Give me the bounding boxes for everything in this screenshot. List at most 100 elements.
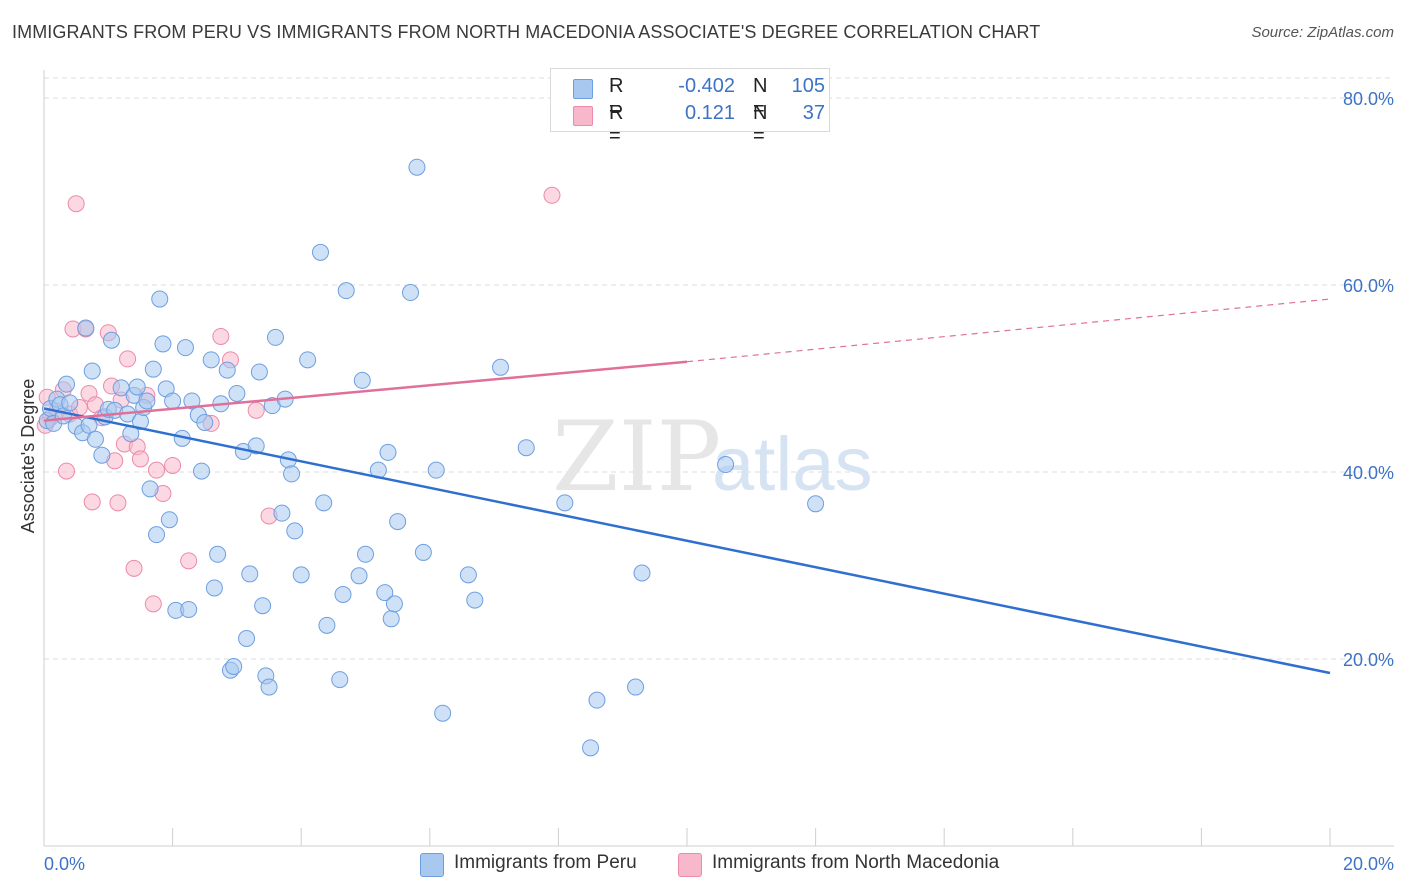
n-label: N = bbox=[753, 75, 768, 120]
peru-point bbox=[382, 610, 400, 628]
peru-point bbox=[247, 437, 265, 455]
macedonia-points bbox=[36, 186, 561, 613]
macedonia-point bbox=[180, 552, 198, 570]
peru-point bbox=[334, 586, 352, 604]
peru-point bbox=[299, 351, 317, 369]
peru-point bbox=[86, 430, 104, 448]
macedonia-point bbox=[83, 493, 101, 511]
peru-point bbox=[176, 339, 194, 357]
watermark-zip: ZIP bbox=[552, 401, 721, 513]
peru-point bbox=[385, 595, 403, 613]
macedonia-swatch bbox=[573, 106, 593, 126]
peru-legend-label: Immigrants from Peru bbox=[454, 852, 637, 873]
peru-point bbox=[238, 629, 256, 647]
peru-point bbox=[151, 290, 169, 308]
macedonia-legend-swatch bbox=[678, 853, 702, 877]
macedonia-point bbox=[125, 559, 143, 577]
macedonia-point bbox=[119, 350, 137, 368]
r-value: 0.121 bbox=[684, 102, 735, 124]
r-value: -0.402 bbox=[678, 75, 735, 97]
watermark: ZIP atlas bbox=[552, 401, 873, 513]
peru-point bbox=[202, 351, 220, 369]
peru-point bbox=[196, 413, 214, 431]
chart-title: IMMIGRANTS FROM PERU VS IMMIGRANTS FROM … bbox=[12, 22, 1041, 42]
n-label: N = bbox=[753, 102, 768, 147]
trend-layer bbox=[43, 298, 1331, 675]
macedonia-point bbox=[543, 186, 561, 204]
peru-point bbox=[350, 567, 368, 585]
peru-point bbox=[315, 494, 333, 512]
macedonia-point bbox=[212, 327, 230, 345]
y-tick-label: 80.0% bbox=[1343, 89, 1394, 109]
peru-point bbox=[164, 392, 182, 410]
peru-point bbox=[144, 360, 162, 378]
peru-point bbox=[556, 494, 574, 512]
peru-point bbox=[517, 439, 535, 457]
macedonia-point bbox=[109, 494, 127, 512]
peru-point bbox=[209, 545, 227, 563]
peru-point bbox=[311, 243, 329, 261]
peru-point bbox=[77, 319, 95, 337]
peru-point bbox=[408, 158, 426, 176]
peru-point bbox=[633, 564, 651, 582]
peru-point bbox=[183, 392, 201, 410]
peru-point bbox=[193, 462, 211, 480]
peru-point bbox=[141, 480, 159, 498]
peru-point bbox=[273, 504, 291, 522]
axis-layer: 20.0% 40.0% 60.0% 80.0% bbox=[43, 70, 1394, 847]
peru-point bbox=[389, 513, 407, 531]
peru-point bbox=[376, 584, 394, 602]
peru-point bbox=[588, 691, 606, 709]
peru-point bbox=[205, 579, 223, 597]
r-label: R = bbox=[609, 75, 624, 120]
macedonia-legend-label: Immigrants from North Macedonia bbox=[712, 852, 1000, 873]
peru-point bbox=[337, 282, 355, 300]
peru-point bbox=[331, 671, 349, 689]
peru-trend-line bbox=[43, 407, 1331, 675]
macedonia-point bbox=[148, 461, 166, 479]
watermark-atlas: atlas bbox=[712, 422, 873, 507]
peru-point bbox=[241, 565, 259, 583]
peru-point bbox=[128, 378, 146, 396]
r-label: R = bbox=[609, 102, 624, 147]
peru-point bbox=[225, 657, 243, 675]
peru-point bbox=[292, 566, 310, 584]
peru-point bbox=[459, 566, 477, 584]
n-value: 37 bbox=[802, 102, 825, 124]
macedonia-point bbox=[67, 195, 85, 213]
peru-points bbox=[38, 158, 825, 757]
peru-point bbox=[466, 591, 484, 609]
macedonia-trend-line bbox=[43, 360, 688, 422]
macedonia-point bbox=[247, 401, 265, 419]
x-tick-label-max: 20.0% bbox=[1343, 854, 1394, 874]
y-tick-label: 40.0% bbox=[1343, 463, 1394, 483]
peru-point bbox=[434, 704, 452, 722]
macedonia-point bbox=[58, 462, 76, 480]
peru-point bbox=[58, 375, 76, 393]
macedonia-point bbox=[131, 450, 149, 468]
peru-point bbox=[353, 371, 371, 389]
peru-point bbox=[402, 284, 420, 302]
y-tick-label: 60.0% bbox=[1343, 276, 1394, 296]
peru-point bbox=[180, 600, 198, 618]
peru-point bbox=[93, 446, 111, 464]
peru-point bbox=[254, 597, 272, 615]
peru-point bbox=[160, 511, 178, 529]
correlation-legend: R = -0.402 N = 105 R = 0.121 N = 37 bbox=[550, 68, 830, 147]
macedonia-trend-projection bbox=[686, 298, 1331, 363]
peru-point bbox=[357, 545, 374, 563]
peru-point bbox=[103, 331, 121, 349]
peru-point bbox=[148, 526, 166, 544]
peru-point bbox=[138, 392, 156, 410]
peru-point bbox=[717, 456, 735, 474]
peru-point bbox=[218, 361, 236, 379]
y-axis-label: Associate's Degree bbox=[18, 379, 38, 534]
peru-point bbox=[228, 384, 246, 402]
peru-point bbox=[266, 328, 284, 346]
peru-point bbox=[318, 616, 336, 634]
peru-point bbox=[427, 461, 445, 479]
peru-point bbox=[250, 363, 268, 381]
peru-point bbox=[61, 394, 79, 412]
peru-point bbox=[83, 362, 101, 380]
